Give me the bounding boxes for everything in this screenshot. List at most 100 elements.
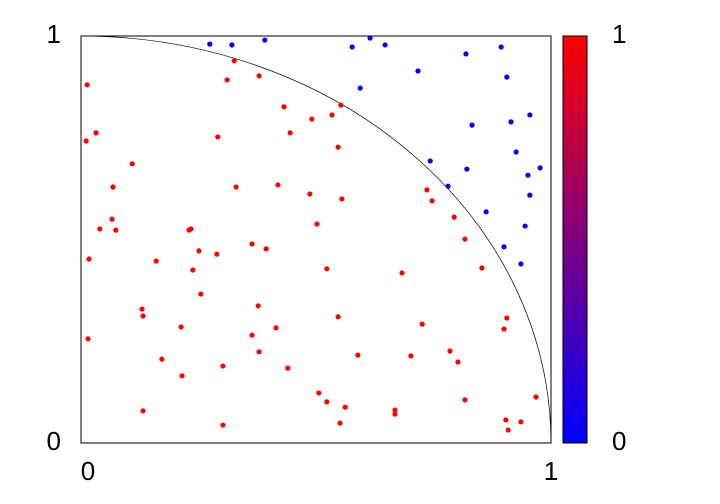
point <box>113 227 119 233</box>
point <box>392 411 398 417</box>
x-tick-label: 1 <box>544 456 558 486</box>
point <box>273 325 279 331</box>
point <box>196 248 202 254</box>
point <box>355 352 361 358</box>
y-tick-label: 1 <box>47 19 61 49</box>
point <box>179 373 185 379</box>
point <box>533 394 539 400</box>
point <box>451 214 457 220</box>
point <box>338 102 344 108</box>
point <box>503 417 509 423</box>
point <box>501 244 507 250</box>
point <box>198 291 204 297</box>
point <box>462 236 468 242</box>
point <box>249 241 255 247</box>
point <box>229 42 235 48</box>
point <box>329 112 335 118</box>
point <box>314 221 320 227</box>
point <box>382 42 388 48</box>
point <box>447 348 453 354</box>
point <box>285 365 291 371</box>
point <box>504 315 510 321</box>
point <box>84 82 90 88</box>
point <box>513 149 519 155</box>
point <box>97 226 103 232</box>
point <box>399 270 405 276</box>
point <box>498 44 504 50</box>
point <box>324 399 330 405</box>
point <box>109 216 115 222</box>
point <box>483 209 489 215</box>
point <box>324 266 330 272</box>
point <box>357 85 363 91</box>
point <box>415 68 421 74</box>
point <box>429 198 435 204</box>
point <box>505 427 511 433</box>
x-tick-label: 0 <box>81 456 95 486</box>
point <box>339 196 345 202</box>
point <box>316 390 322 396</box>
point <box>83 138 89 144</box>
point <box>214 251 220 257</box>
point <box>178 324 184 330</box>
plot-frame <box>80 35 552 444</box>
point <box>527 192 533 198</box>
point <box>349 44 355 50</box>
point <box>408 353 414 359</box>
point <box>525 172 531 178</box>
point <box>249 332 255 338</box>
point <box>335 314 341 320</box>
point <box>518 261 524 267</box>
point <box>281 104 287 110</box>
point <box>207 41 213 47</box>
point <box>85 336 91 342</box>
point <box>287 130 293 136</box>
point <box>537 165 543 171</box>
point <box>504 74 510 80</box>
point <box>419 321 425 327</box>
point <box>508 119 514 125</box>
point <box>335 144 341 150</box>
point <box>309 116 315 122</box>
point <box>479 265 485 271</box>
point <box>518 419 524 425</box>
point <box>86 256 92 262</box>
point <box>263 246 269 252</box>
point <box>233 184 239 190</box>
point <box>307 191 313 197</box>
point <box>455 359 461 365</box>
point <box>469 122 475 128</box>
y-tick-label: 0 <box>47 426 61 456</box>
colorbar-tick-label: 1 <box>612 19 626 49</box>
point <box>392 407 398 413</box>
point <box>231 58 237 64</box>
point <box>220 363 226 369</box>
point <box>445 183 451 189</box>
point <box>464 166 470 172</box>
point <box>153 258 159 264</box>
point <box>224 77 230 83</box>
quarter-circle <box>80 35 552 444</box>
point <box>256 73 262 79</box>
point <box>501 326 507 332</box>
point <box>275 182 281 188</box>
point <box>424 187 430 193</box>
point <box>427 158 433 164</box>
point <box>129 161 135 167</box>
point <box>462 397 468 403</box>
point <box>522 223 528 229</box>
point <box>367 35 373 41</box>
point <box>139 306 145 312</box>
point <box>188 226 194 232</box>
point <box>527 112 533 118</box>
colorbar <box>562 35 588 444</box>
point <box>337 420 343 426</box>
point <box>140 313 146 319</box>
point <box>215 134 221 140</box>
point <box>255 303 261 309</box>
point <box>159 356 165 362</box>
point <box>220 422 226 428</box>
point <box>463 51 469 57</box>
point <box>93 130 99 136</box>
